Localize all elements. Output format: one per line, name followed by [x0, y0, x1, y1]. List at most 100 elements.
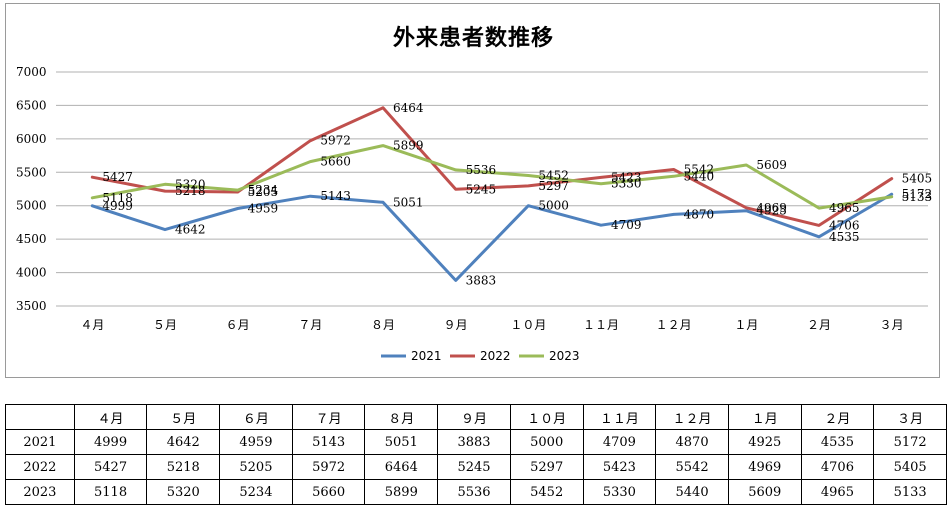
table-cell: 4870 [655, 429, 729, 455]
data-label: 4709 [611, 218, 642, 232]
data-label: 5205 [248, 185, 279, 199]
table-cell: 5234 [219, 479, 293, 505]
table-header-cell: ９月 [437, 404, 511, 430]
y-tick-label: 6000 [16, 132, 47, 146]
data-label: 4870 [684, 207, 715, 221]
x-tick-label: １０月 [510, 318, 546, 332]
legend-label: 2022 [480, 349, 511, 363]
table-row: 2022 5427 5218 5205 5972 6464 5245 5297 5423 5542… [5, 454, 947, 480]
data-label: 4706 [829, 218, 860, 232]
table-header-cell: ８月 [364, 404, 439, 430]
data-label: 5330 [611, 177, 642, 191]
series-line-2023 [90, 144, 894, 210]
table-row-label: 2023 [5, 479, 75, 505]
table-row: 2023 5118 5320 5234 5660 5899 5536 5452 5330 5440… [5, 479, 947, 505]
x-tick-label: ３月 [880, 318, 904, 332]
table-cell: 5218 [146, 454, 221, 480]
data-label: 5143 [320, 189, 351, 203]
y-tick-label: 4500 [16, 232, 47, 246]
data-label: 5245 [466, 182, 497, 196]
x-tick-label: ７月 [298, 318, 322, 332]
legend-label: 2023 [549, 349, 580, 363]
x-tick-label: １１月 [583, 318, 619, 332]
x-tick-label: ２月 [807, 318, 831, 332]
table-cell: 4965 [800, 479, 875, 505]
table-cell: 5000 [509, 429, 584, 455]
data-label: 5297 [538, 179, 569, 193]
table-cell: 5297 [509, 454, 584, 480]
table-cell: 4999 [73, 429, 148, 455]
data-label: 6464 [393, 101, 424, 115]
x-tick-label: ４月 [80, 318, 104, 332]
table-header-cell: ５月 [146, 404, 221, 430]
table-corner-cell [5, 404, 75, 430]
table-cell: 4709 [582, 429, 657, 455]
data-label: 4642 [175, 223, 206, 237]
data-label: 4925 [756, 204, 787, 218]
table-header-cell: ６月 [219, 404, 293, 430]
y-tick-label: 5000 [16, 199, 47, 213]
y-tick-label: 3500 [16, 299, 47, 313]
x-tick-label: １月 [734, 318, 758, 332]
table-cell: 5320 [146, 479, 221, 505]
x-tick-label: ６月 [226, 318, 250, 332]
table-cell: 5143 [291, 429, 366, 455]
data-label: 5118 [102, 191, 133, 205]
table-cell: 4642 [146, 429, 221, 455]
x-tick-label: １２月 [656, 318, 692, 332]
data-label: 4969 [756, 201, 787, 215]
data-label: 4965 [829, 201, 860, 215]
table-header-row: ４月 ５月 ６月 ７月 ８月 ９月 １０月 １１月 １２月 １月 ２月 ３月 [5, 404, 947, 430]
table-cell: 5536 [437, 479, 511, 505]
table-header-cell: ２月 [800, 404, 875, 430]
table-cell: 5609 [727, 479, 802, 505]
table-cell: 4959 [219, 429, 293, 455]
table-cell: 5118 [73, 479, 148, 505]
table-cell: 5427 [73, 454, 148, 480]
table-row-label: 2022 [5, 454, 75, 480]
data-label: 5172 [902, 187, 933, 201]
data-table: ４月 ５月 ６月 ７月 ８月 ９月 １０月 １１月 １２月 １月 ２月 ３月 2021 4999 4642 4… [5, 404, 947, 505]
table-cell: 4925 [727, 429, 802, 455]
data-label: 5536 [466, 163, 497, 177]
data-label: 5899 [393, 139, 424, 153]
data-label: 3883 [466, 273, 497, 287]
table-cell: 5542 [655, 454, 729, 480]
x-tick-label: ８月 [371, 318, 395, 332]
table-header-cell: ４月 [73, 404, 148, 430]
table-cell: 5972 [291, 454, 366, 480]
data-label: 4999 [102, 199, 133, 213]
data-label: 4535 [829, 230, 860, 244]
data-label: 5320 [175, 177, 206, 191]
y-tick-label: 6500 [16, 98, 47, 112]
series-line-2021 [90, 192, 894, 282]
data-label: 5133 [902, 190, 933, 204]
table-cell: 4535 [800, 429, 875, 455]
data-label: 5051 [393, 195, 424, 209]
table-row: 2021 4999 4642 4959 5143 5051 3883 5000 4709 4870… [5, 429, 947, 455]
data-labels: 4999 4642 4959 5143 5051 3883 5000 4709 4870 4925… [102, 101, 932, 288]
x-tick-label: ９月 [444, 318, 468, 332]
legend: 2021 2022 2023 [381, 349, 580, 363]
series-lines [90, 106, 894, 282]
table-cell: 4969 [727, 454, 802, 480]
table-cell: 5245 [437, 454, 511, 480]
data-label: 5234 [248, 183, 279, 197]
line-chart: 3500 4000 4500 5000 5500 6000 6500 7000 ４月 ５月 ６月 ７… [16, 65, 932, 363]
y-axis-ticks: 3500 4000 4500 5000 5500 6000 6500 7000 [16, 65, 47, 313]
chart-panel: 3500 4000 4500 5000 5500 6000 6500 7000 ４月 ５月 ６月 ７… [5, 3, 940, 378]
data-label: 5452 [538, 168, 569, 182]
data-label: 5972 [320, 134, 351, 148]
data-label: 5218 [175, 184, 206, 198]
table-header-cell: １０月 [509, 404, 584, 430]
data-label: 5000 [538, 199, 569, 213]
table-header-cell: １月 [727, 404, 802, 430]
series-line-2022 [90, 106, 894, 227]
table-cell: 5452 [509, 479, 584, 505]
table-cell: 6464 [364, 454, 439, 480]
data-label: 5427 [102, 170, 133, 184]
table-header-cell: ７月 [291, 404, 366, 430]
table-row-label: 2021 [5, 429, 75, 455]
table-cell: 5423 [582, 454, 657, 480]
y-tick-label: 4000 [16, 266, 47, 280]
